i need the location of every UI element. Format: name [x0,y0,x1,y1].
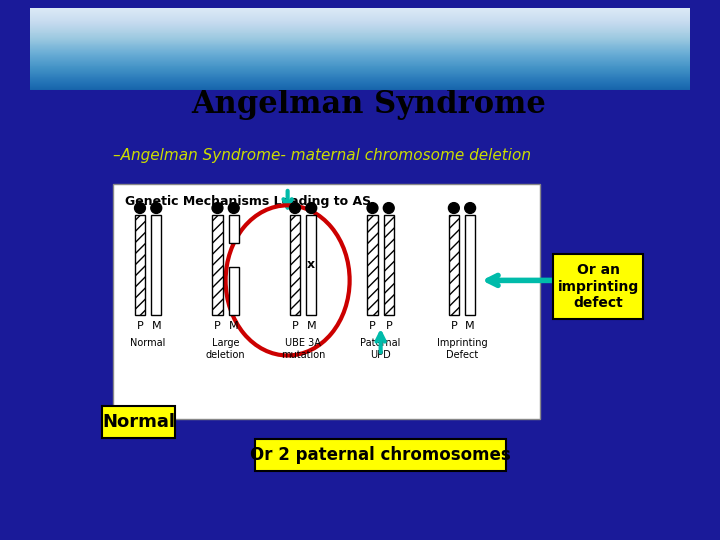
Bar [151,215,161,315]
Circle shape [150,202,162,213]
Circle shape [383,202,394,213]
Text: P: P [292,321,298,331]
Bar [212,215,222,315]
Text: Or 2 paternal chromosomes: Or 2 paternal chromosomes [251,446,511,464]
Circle shape [449,202,459,213]
Text: P: P [369,321,376,331]
Circle shape [212,202,223,213]
Text: Large
deletion: Large deletion [206,338,246,360]
Bar [290,215,300,315]
Circle shape [367,202,378,213]
Circle shape [135,202,145,213]
Text: Genetic Mechanisms Leading to AS: Genetic Mechanisms Leading to AS [125,194,371,207]
Text: M: M [307,321,316,331]
Bar [384,215,394,315]
Bar [306,215,316,315]
Text: Normal: Normal [102,413,176,431]
Text: P: P [137,321,143,331]
Bar [229,215,239,243]
FancyBboxPatch shape [255,439,506,471]
FancyBboxPatch shape [554,254,644,319]
FancyBboxPatch shape [113,184,539,419]
Text: P: P [385,321,392,331]
Text: P: P [451,321,457,331]
Text: M: M [465,321,475,331]
Circle shape [464,202,476,213]
Circle shape [306,202,317,213]
Text: Normal: Normal [130,338,166,348]
Circle shape [228,202,239,213]
Text: –Angelman Syndrome- maternal chromosome deletion: –Angelman Syndrome- maternal chromosome … [113,148,531,163]
Text: M: M [151,321,161,331]
Text: x: x [307,259,315,272]
Bar [465,215,475,315]
Bar [229,267,239,315]
Bar [135,215,145,315]
Bar [367,215,377,315]
Text: UBE 3A
mutation: UBE 3A mutation [281,338,325,360]
Text: Or an
imprinting
defect: Or an imprinting defect [558,264,639,310]
Text: M: M [229,321,238,331]
Circle shape [289,202,300,213]
Text: Angelman Syndrome: Angelman Syndrome [192,89,546,120]
Text: Imprinting
Defect: Imprinting Defect [437,338,487,360]
Bar [449,215,459,315]
Text: Paternal
UPD: Paternal UPD [361,338,401,360]
FancyBboxPatch shape [102,406,175,438]
Text: P: P [214,321,221,331]
